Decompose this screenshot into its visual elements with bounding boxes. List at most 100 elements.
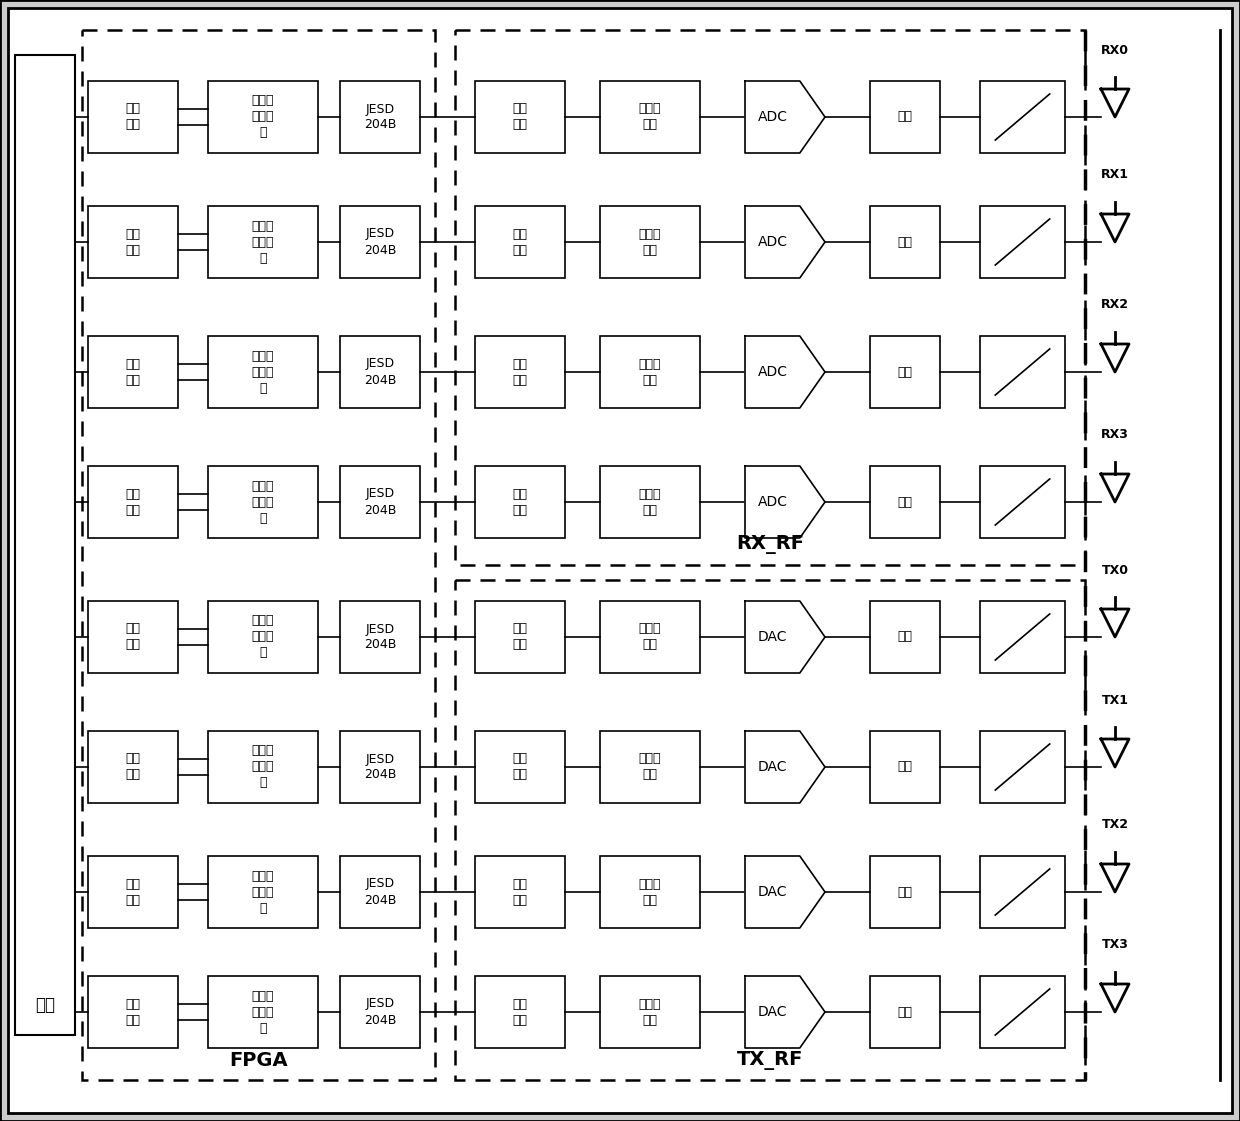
Text: JESD
204B: JESD 204B — [363, 488, 397, 517]
Text: 分数时
延滤波
器: 分数时 延滤波 器 — [252, 94, 274, 139]
Text: ADC: ADC — [758, 365, 787, 379]
Text: 数字上
变频: 数字上 变频 — [639, 622, 661, 651]
Bar — [870, 466, 940, 538]
Bar — [208, 731, 317, 803]
Polygon shape — [745, 81, 825, 152]
Bar — [208, 466, 317, 538]
Bar — [980, 81, 1065, 152]
Polygon shape — [745, 856, 825, 928]
Bar — [980, 731, 1065, 803]
Text: RX3: RX3 — [1101, 428, 1128, 442]
Bar — [340, 206, 420, 278]
Text: 巴他: 巴他 — [898, 365, 913, 379]
Polygon shape — [1101, 864, 1128, 892]
Bar — [88, 206, 179, 278]
Bar — [88, 336, 179, 408]
Text: FPGA: FPGA — [229, 1050, 288, 1069]
Bar — [475, 856, 565, 928]
Text: 巴他: 巴他 — [898, 886, 913, 899]
Text: 插値
滤波: 插値 滤波 — [512, 622, 527, 651]
Text: RX2: RX2 — [1101, 298, 1128, 312]
Bar — [340, 466, 420, 538]
Bar — [208, 206, 317, 278]
Bar — [870, 731, 940, 803]
Bar — [600, 336, 701, 408]
Text: 分数时
延滤波
器: 分数时 延滤波 器 — [252, 220, 274, 265]
Text: 分数时
延滤波
器: 分数时 延滤波 器 — [252, 614, 274, 659]
Bar — [870, 601, 940, 673]
Bar — [870, 336, 940, 408]
Bar — [455, 30, 1085, 565]
Bar — [340, 856, 420, 928]
Bar — [475, 466, 565, 538]
Text: 光纤
接口: 光纤 接口 — [125, 358, 140, 387]
Text: RX0: RX0 — [1101, 44, 1128, 56]
Bar — [600, 81, 701, 152]
Polygon shape — [1101, 89, 1128, 117]
Text: 抄取
滤波: 抄取 滤波 — [512, 228, 527, 257]
Text: TX_RF: TX_RF — [737, 1050, 804, 1069]
Bar — [980, 336, 1065, 408]
Bar — [600, 976, 701, 1048]
Bar — [82, 30, 435, 1080]
Bar — [600, 601, 701, 673]
Text: 数字下
变频: 数字下 变频 — [639, 358, 661, 387]
Text: JESD
204B: JESD 204B — [363, 102, 397, 131]
Polygon shape — [745, 976, 825, 1048]
Polygon shape — [1101, 984, 1128, 1012]
Text: JESD
204B: JESD 204B — [363, 752, 397, 781]
Text: 巴他: 巴他 — [898, 1006, 913, 1019]
Polygon shape — [745, 731, 825, 803]
Text: JESD
204B: JESD 204B — [363, 358, 397, 387]
Bar — [475, 81, 565, 152]
Text: DAC: DAC — [758, 884, 787, 899]
Text: 数字上
变频: 数字上 变频 — [639, 878, 661, 907]
Bar — [980, 856, 1065, 928]
Text: DAC: DAC — [758, 630, 787, 643]
Text: JESD
204B: JESD 204B — [363, 622, 397, 651]
Bar — [475, 206, 565, 278]
Bar — [600, 206, 701, 278]
Text: ADC: ADC — [758, 110, 787, 124]
Polygon shape — [1101, 214, 1128, 242]
Polygon shape — [1101, 739, 1128, 767]
Text: 巴他: 巴他 — [898, 495, 913, 509]
Text: 光纤
接口: 光纤 接口 — [125, 622, 140, 651]
Text: 插値
滤波: 插値 滤波 — [512, 878, 527, 907]
Text: 分数时
延滤波
器: 分数时 延滤波 器 — [252, 744, 274, 789]
Bar — [340, 81, 420, 152]
Text: ADC: ADC — [758, 495, 787, 509]
Text: 抄取
滤波: 抄取 滤波 — [512, 488, 527, 517]
Text: 光纤: 光纤 — [35, 995, 55, 1015]
Bar — [340, 731, 420, 803]
Text: 插値
滤波: 插値 滤波 — [512, 752, 527, 781]
Bar — [15, 55, 74, 1035]
Text: JESD
204B: JESD 204B — [363, 878, 397, 907]
Bar — [455, 580, 1085, 1080]
Text: 抄取
滤波: 抄取 滤波 — [512, 358, 527, 387]
Text: 数字下
变频: 数字下 变频 — [639, 488, 661, 517]
Bar — [88, 856, 179, 928]
Bar — [600, 856, 701, 928]
Text: 光纤
接口: 光纤 接口 — [125, 488, 140, 517]
Text: 分数时
延滤波
器: 分数时 延滤波 器 — [252, 870, 274, 915]
Polygon shape — [745, 466, 825, 538]
Polygon shape — [1101, 344, 1128, 372]
Text: JESD
204B: JESD 204B — [363, 228, 397, 257]
Bar — [870, 81, 940, 152]
Bar — [980, 466, 1065, 538]
Text: 数字上
变频: 数字上 变频 — [639, 752, 661, 781]
Polygon shape — [745, 206, 825, 278]
Bar — [600, 466, 701, 538]
Bar — [870, 206, 940, 278]
Text: 光纤
接口: 光纤 接口 — [125, 878, 140, 907]
Bar — [870, 856, 940, 928]
Text: DAC: DAC — [758, 760, 787, 773]
Bar — [870, 976, 940, 1048]
Text: DAC: DAC — [758, 1006, 787, 1019]
Text: 巴他: 巴他 — [898, 111, 913, 123]
Bar — [475, 601, 565, 673]
Text: 分数时
延滤波
器: 分数时 延滤波 器 — [252, 990, 274, 1035]
Bar — [88, 976, 179, 1048]
Text: 光纤
接口: 光纤 接口 — [125, 228, 140, 257]
